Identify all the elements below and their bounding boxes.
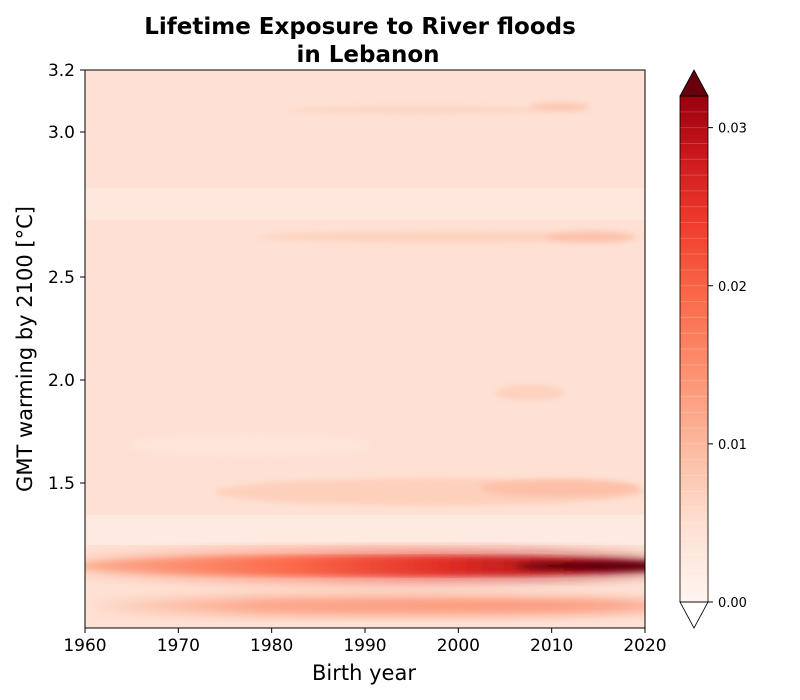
x-axis-label: Birth year: [312, 661, 416, 685]
colorbar-tick-label: 0.03: [718, 122, 747, 137]
colorbar-tick-label: 0.00: [718, 596, 747, 611]
y-tick-label: 3.0: [48, 123, 75, 143]
colorbar-body: [680, 96, 708, 602]
chart-title-line2: in Lebanon: [296, 42, 439, 68]
band-low-gmt: [90, 597, 645, 615]
band-hot-gmt: [85, 556, 645, 576]
band-light-lower: [85, 515, 645, 545]
colorbar-tick-label: 0.02: [718, 280, 747, 295]
x-axis: 1960 1970 1980 1990 2000 2010 2020: [63, 628, 667, 656]
colorbar: 0.00 0.01 0.02 0.03: [679, 69, 747, 629]
x-tick-label: 1970: [157, 636, 200, 656]
band-hot-gmt-peak: [515, 562, 645, 570]
band-gmt-2-0: [495, 385, 565, 401]
y-tick-label: 3.2: [48, 61, 75, 81]
band-light-top: [85, 188, 645, 220]
colorbar-tick-label: 0.01: [718, 438, 747, 453]
y-tick-label: 2.5: [48, 268, 75, 288]
x-tick-label: 2020: [623, 636, 666, 656]
x-tick-label: 2000: [437, 636, 480, 656]
band-gmt-1-5-hot: [480, 479, 640, 497]
colorbar-extend-top: [679, 69, 709, 97]
x-tick-label: 1960: [63, 636, 106, 656]
band-gmt-3-0: [285, 106, 555, 114]
x-tick-label: 1980: [250, 636, 293, 656]
band-gmt-3-0-hot: [530, 102, 590, 112]
colorbar-frame: [679, 95, 709, 603]
x-tick-label: 1990: [343, 636, 386, 656]
band-gmt-2-55-hot: [545, 231, 635, 243]
y-tick-label: 1.5: [48, 474, 75, 494]
chart-title: Lifetime Exposure to River floods: [144, 14, 576, 40]
y-axis: 1.5 2.0 2.5 3.0 3.2: [48, 61, 85, 494]
y-axis-label: GMT warming by 2100 [°C]: [13, 206, 37, 492]
y-tick-label: 2.0: [48, 371, 75, 391]
band-gmt-2-55: [255, 231, 645, 243]
colorbar-extend-bottom: [679, 601, 709, 629]
x-tick-label: 2010: [530, 636, 573, 656]
plot-area: [85, 70, 645, 628]
band-gmt-1-5-light: [130, 435, 370, 455]
